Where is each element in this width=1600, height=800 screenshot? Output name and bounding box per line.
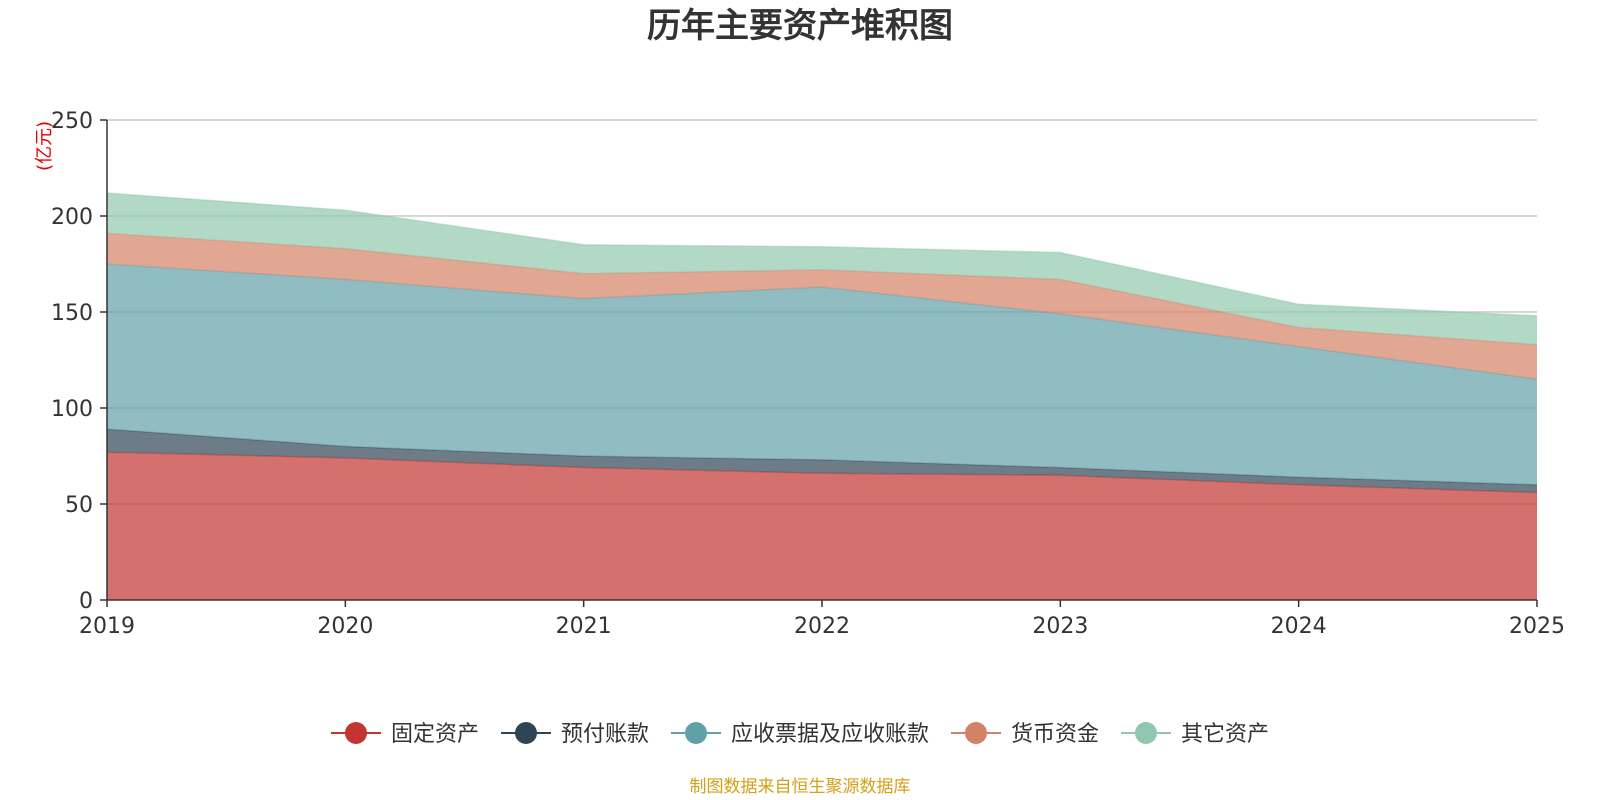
area-series-group	[106, 192, 1538, 600]
legend-label: 货币资金	[1011, 722, 1099, 747]
legend-label: 应收票据及应收账款	[731, 722, 929, 747]
x-tick-label-2019: 2019	[79, 614, 135, 639]
x-tick-label-2021: 2021	[556, 614, 612, 639]
legend-circle-icon	[515, 722, 537, 744]
y-tick-label-150: 150	[51, 301, 93, 326]
y-tick-label-50: 50	[65, 493, 93, 518]
chart-title: 历年主要资产堆积图	[647, 6, 953, 46]
x-tick-label-2020: 2020	[317, 614, 373, 639]
y-axis-unit-label: (亿元)	[34, 121, 55, 171]
x-tick-label-2024: 2024	[1271, 614, 1327, 639]
area-series-3	[107, 233, 1537, 380]
y-tick-label-250: 250	[51, 109, 93, 134]
axes: 0 50 100 150 200 250 2019 2020 2021 2022 2023 2024 2…	[51, 109, 1565, 639]
x-tick-label-2022: 2022	[794, 614, 850, 639]
legend-circle-icon	[1135, 722, 1157, 744]
x-tick-label-2023: 2023	[1032, 614, 1088, 639]
area-series-2	[107, 264, 1537, 485]
y-tick-label-200: 200	[51, 205, 93, 230]
x-tick-label-2025: 2025	[1509, 614, 1565, 639]
y-tick-label-100: 100	[51, 397, 93, 422]
area-series-4	[107, 193, 1537, 345]
legend-item-4[interactable]: 其它资产	[1121, 722, 1269, 747]
legend-label: 固定资产	[391, 722, 479, 747]
legend-circle-icon	[685, 722, 707, 744]
area-series-1	[107, 429, 1537, 493]
legend-item-1[interactable]: 预付账款	[501, 722, 649, 747]
legend[interactable]: 固定资产 预付账款 应收票据及应收账款 货币资金 其它资产	[331, 722, 1269, 747]
legend-item-3[interactable]: 货币资金	[951, 722, 1099, 747]
legend-circle-icon	[345, 722, 367, 744]
legend-label: 其它资产	[1181, 722, 1269, 747]
legend-item-2[interactable]: 应收票据及应收账款	[671, 722, 929, 747]
area-series-edge-4	[106, 192, 1538, 317]
legend-item-0[interactable]: 固定资产	[331, 722, 479, 747]
legend-circle-icon	[965, 722, 987, 744]
data-source-note: 制图数据来自恒生聚源数据库	[690, 777, 911, 797]
legend-label: 预付账款	[561, 722, 649, 747]
area-series-0	[107, 452, 1537, 600]
y-tick-label-0: 0	[79, 589, 93, 614]
